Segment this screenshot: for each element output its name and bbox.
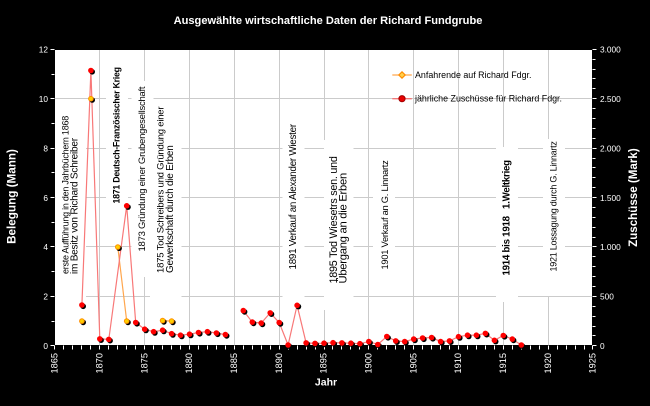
svg-text:Jahr: Jahr — [315, 377, 337, 389]
svg-text:im Besitz von Richard Schreibe: im Besitz von Richard Schreiber — [69, 137, 80, 274]
svg-text:0: 0 — [600, 341, 605, 351]
svg-text:2: 2 — [43, 292, 48, 302]
svg-text:1921 Lossagung durch G. Linnar: 1921 Lossagung durch G. Linnartz — [548, 141, 558, 272]
svg-text:1910: 1910 — [453, 353, 463, 373]
svg-text:1873 Gründung einer Grubengese: 1873 Gründung einer Grubengesellschaft — [137, 86, 148, 251]
svg-text:1.500: 1.500 — [600, 193, 621, 203]
svg-text:1870: 1870 — [95, 353, 105, 373]
svg-text:1880: 1880 — [184, 353, 194, 373]
svg-text:1871 Deutsch-Französischer Kri: 1871 Deutsch-Französischer Krieg — [111, 67, 121, 203]
svg-text:1891 Verkauf an Alexander Wies: 1891 Verkauf an Alexander Wiester — [288, 123, 299, 269]
svg-text:Übergang an die Erben: Übergang an die Erben — [337, 173, 349, 283]
svg-text:0: 0 — [43, 341, 48, 351]
svg-text:4: 4 — [43, 242, 48, 252]
svg-text:Ausgewählte wirtschaftliche Da: Ausgewählte wirtschaftliche Daten der Ri… — [174, 15, 483, 27]
svg-text:12: 12 — [39, 45, 49, 55]
svg-text:1885: 1885 — [229, 353, 239, 373]
svg-text:1905: 1905 — [408, 353, 418, 373]
svg-text:2.500: 2.500 — [600, 94, 621, 104]
svg-text:1914 bis 1918 1.Weltkrieg: 1914 bis 1918 1.Weltkrieg — [501, 160, 512, 276]
svg-text:1875 Tod Schreibers und Gründu: 1875 Tod Schreibers und Gründung einer — [155, 106, 166, 273]
svg-text:1920: 1920 — [543, 353, 553, 373]
svg-text:1865: 1865 — [50, 353, 60, 373]
svg-text:1895: 1895 — [319, 353, 329, 373]
svg-text:1895 Tod Wiesetrs sen. und: 1895 Tod Wiesetrs sen. und — [328, 156, 340, 283]
svg-text:1900: 1900 — [364, 353, 374, 373]
svg-text:1925: 1925 — [588, 353, 598, 373]
svg-text:3.000: 3.000 — [600, 45, 621, 55]
svg-text:Anfahrende auf Richard Fdgr.: Anfahrende auf Richard Fdgr. — [415, 70, 531, 80]
svg-text:1890: 1890 — [274, 353, 284, 373]
svg-text:erste Aufführung in den Jahrbü: erste Aufführung in den Jahrbüchern 1868 — [60, 116, 70, 274]
svg-text:Zuschüsse (Mark): Zuschüsse (Mark) — [627, 148, 640, 247]
svg-text:jährliche Zuschüsse für Richar: jährliche Zuschüsse für Richard Fdgr. — [414, 94, 562, 104]
svg-text:1915: 1915 — [498, 353, 508, 373]
svg-text:6: 6 — [43, 193, 48, 203]
svg-text:8: 8 — [43, 143, 48, 153]
svg-text:1901 Verkauf an G. Linnartz: 1901 Verkauf an G. Linnartz — [380, 160, 390, 270]
svg-text:1.000: 1.000 — [600, 242, 621, 252]
svg-text:2.000: 2.000 — [600, 143, 621, 153]
svg-text:500: 500 — [600, 292, 614, 302]
svg-text:1875: 1875 — [139, 353, 149, 373]
svg-text:Gewerkschaft durch die Erben: Gewerkschaft durch die Erben — [165, 145, 176, 273]
svg-text:Belegung (Mann): Belegung (Mann) — [6, 149, 19, 244]
svg-text:10: 10 — [39, 94, 49, 104]
